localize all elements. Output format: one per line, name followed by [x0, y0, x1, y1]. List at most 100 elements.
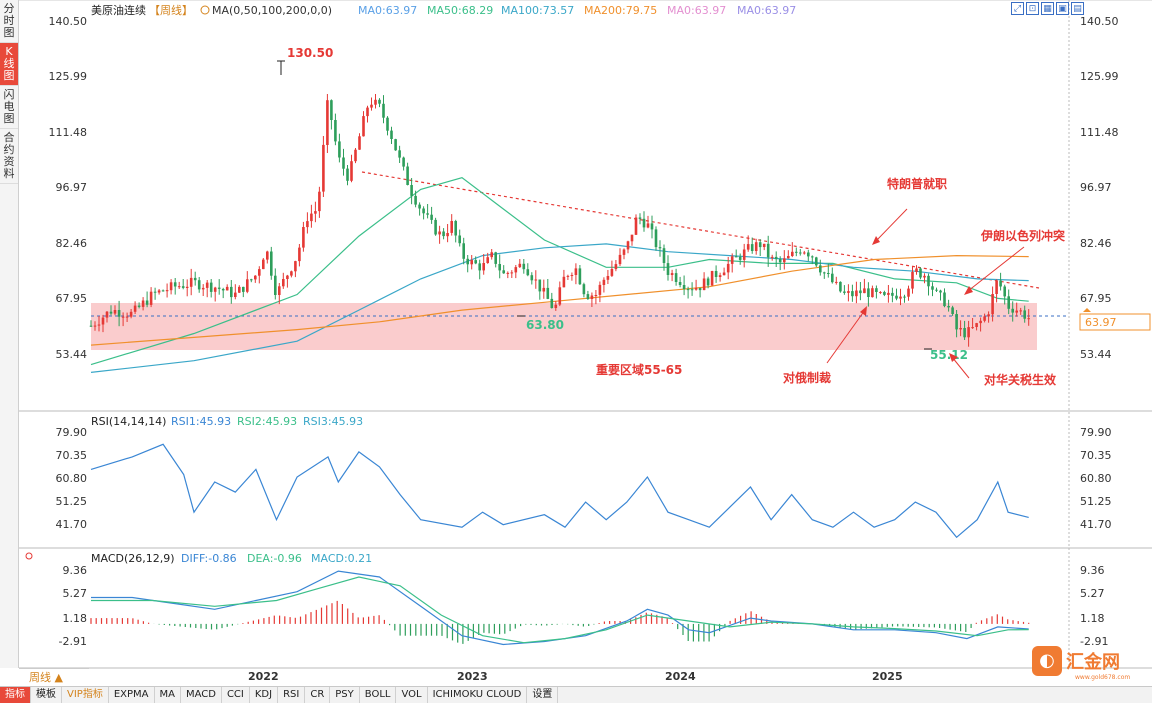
toolbar-vip[interactable]: VIP指标 [62, 687, 109, 703]
candle-body [418, 204, 421, 209]
candle-body [746, 244, 750, 250]
trump-label: 特朗普就职 [887, 176, 947, 191]
rsi-tick-left: 70.35 [56, 449, 88, 462]
candle-body [839, 281, 842, 292]
candle-body [578, 268, 582, 285]
candle-body [225, 286, 229, 291]
year-label: 2022 [248, 670, 279, 683]
candle-body [446, 233, 449, 237]
tab-contract-info[interactable]: 合约资料 [0, 129, 18, 184]
candle-body [338, 141, 341, 158]
toolbar-settings[interactable]: 设置 [527, 687, 559, 703]
candle-body [1003, 286, 1006, 297]
candle-body [734, 256, 738, 258]
toolbar-cr[interactable]: CR [305, 687, 331, 703]
price-tick-left: 53.44 [56, 348, 88, 361]
candle-body [217, 287, 221, 289]
candle-body [157, 290, 161, 293]
toolbar-rsi[interactable]: RSI [278, 687, 306, 703]
toolbar-vol[interactable]: VOL [396, 687, 428, 703]
macd-tick: -2.91 [1080, 635, 1108, 648]
candle-body [722, 272, 726, 276]
candle-body [246, 279, 249, 292]
high-label: 130.50 [287, 46, 333, 60]
toolbar-cci[interactable]: CCI [222, 687, 250, 703]
candle-body [362, 116, 365, 137]
candle-body [482, 263, 485, 271]
candle-body [510, 272, 514, 274]
logo-url: www.gold678.com [1075, 674, 1131, 681]
candle-body [173, 282, 177, 287]
rsi-tick-left: 60.80 [56, 472, 88, 485]
toolbar-expma[interactable]: EXPMA [109, 687, 155, 703]
toolbar-kdj[interactable]: KDJ [250, 687, 279, 703]
logo: ◐ 汇金网 [1032, 646, 1120, 676]
tab-timeshare[interactable]: 分时图 [0, 0, 18, 43]
candle-body [726, 263, 730, 273]
macd-value: DIFF:-0.86 [181, 552, 237, 565]
candle-body [694, 287, 698, 290]
candle-body [506, 272, 510, 274]
candle-body [899, 296, 902, 299]
candle-body [346, 168, 349, 181]
candle-body [831, 273, 834, 283]
candle-body [891, 292, 894, 296]
grid-icon[interactable]: ▦ [1041, 2, 1054, 15]
candlesticks [89, 94, 1030, 347]
settings-icon[interactable]: ▤ [1071, 2, 1084, 15]
candle-body [654, 229, 658, 248]
price-tick-left: 82.46 [56, 237, 88, 250]
candle-body [714, 271, 718, 277]
candle-body [987, 314, 990, 317]
candle-body [634, 217, 638, 235]
window-icon[interactable]: ▣ [1056, 2, 1069, 15]
toolbar-macd[interactable]: MACD [181, 687, 222, 703]
candle-body [486, 257, 489, 263]
candle-body [774, 256, 778, 260]
candle-body [250, 279, 253, 281]
candle-body [947, 306, 950, 308]
toolbar-psy[interactable]: PSY [330, 687, 360, 703]
candle-body [242, 286, 245, 292]
candle-body [622, 249, 626, 255]
toolbar-ma[interactable]: MA [155, 687, 181, 703]
toolbar-indicator[interactable]: 指标 [0, 687, 31, 703]
x-axis: 2022 2023 2024 2025 [248, 670, 903, 683]
iran-label: 伊朗以色列冲突 [980, 228, 1065, 243]
macd-lines [90, 570, 1030, 646]
candle-body [795, 251, 798, 253]
rsi-tick: 60.80 [1080, 472, 1112, 485]
toolbar-template[interactable]: 模板 [31, 687, 62, 703]
candle-body [105, 311, 109, 318]
candle-body [358, 136, 361, 150]
candle-body [490, 252, 493, 258]
toolbar-boll[interactable]: BOLL [360, 687, 397, 703]
candle-body [350, 161, 353, 181]
candle-body [125, 316, 129, 318]
add-indicator-icon[interactable] [200, 5, 210, 15]
candle-body [650, 223, 654, 230]
restore-icon[interactable]: ⊡ [1026, 2, 1039, 15]
candle-body [254, 275, 257, 280]
candle-body [426, 213, 429, 215]
toolbar-ichimoku[interactable]: ICHIMOKU CLOUD [428, 687, 528, 703]
expand-icon[interactable]: ⤢ [1011, 2, 1024, 15]
candle-body [638, 217, 642, 219]
period-selector[interactable]: 周线 ▲ [19, 668, 89, 685]
tab-kline[interactable]: K线图 [0, 43, 18, 86]
price-axis-left: 140.50 125.99 111.48 96.97 82.46 67.95 5… [49, 15, 88, 361]
chart-area[interactable]: 140.50 125.99 111.48 96.97 82.46 67.95 5… [19, 0, 1152, 686]
year-label: 2023 [457, 670, 488, 683]
candle-body [915, 268, 918, 272]
year-label: 2024 [665, 670, 696, 683]
rsi-value: RSI2:45.93 [237, 415, 297, 428]
candle-body [298, 247, 301, 262]
candle-body [819, 265, 822, 273]
candle-body [778, 259, 782, 263]
russia-arrowhead [860, 306, 867, 316]
macd-settings-icon[interactable] [25, 552, 33, 560]
candle-body [230, 286, 233, 298]
candle-body [670, 273, 674, 275]
macd-tick: 9.36 [1080, 564, 1105, 577]
tab-flash[interactable]: 闪电图 [0, 86, 18, 129]
